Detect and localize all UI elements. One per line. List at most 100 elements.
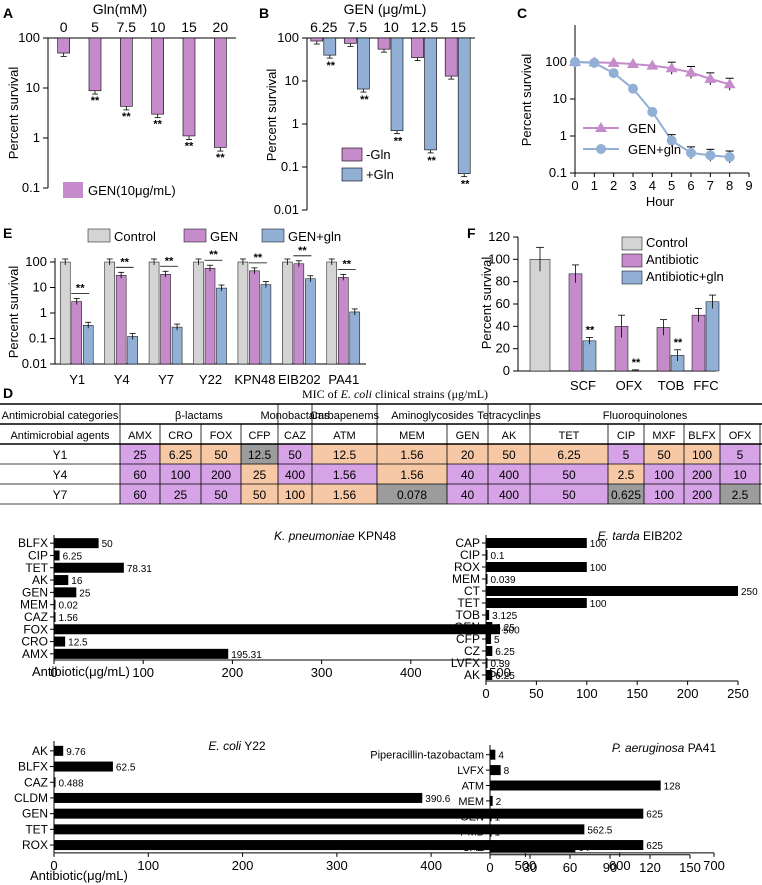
table-cell-bg: [720, 464, 760, 484]
panel-c-xtick-label: 7: [707, 178, 714, 193]
d2-data-label: 5: [494, 635, 500, 646]
table-agent-header: BLFX: [688, 430, 716, 442]
panel-e-legend-3: GEN+gln: [288, 229, 341, 244]
table-cell-bg: [530, 444, 608, 464]
d2-data-label: 100: [590, 539, 607, 550]
table-cell-bg: [488, 464, 530, 484]
table-cell: 50: [214, 488, 228, 502]
d3-xtick-label: 100: [137, 858, 159, 873]
panel-a-bar: [57, 37, 70, 54]
panel-a-category-label: 7.5: [117, 19, 137, 35]
d2-category-label: TOB: [456, 608, 480, 622]
d1-data-label: 12.5: [68, 638, 88, 649]
panel-f-category-label: OFX: [616, 378, 643, 393]
d1-data-label: 50: [102, 539, 114, 550]
table-cell-bg: [377, 464, 447, 484]
table-agent-header: AMX: [128, 430, 153, 442]
d4-bar: [490, 826, 492, 837]
panel-letter-a: A: [3, 5, 13, 21]
d4-data-label: 1: [495, 828, 501, 839]
d3-category-label: GEN: [22, 807, 48, 821]
d2-category-label: TET: [457, 596, 480, 610]
panel-c-point-circle: [589, 57, 600, 68]
d2-category-label: CZ: [464, 644, 480, 658]
table-cell-bg: [720, 484, 760, 504]
table-cell-bg: [488, 484, 530, 504]
panel-c-point-triangle: [685, 66, 697, 77]
panel-e-bar: [349, 311, 361, 365]
d1-xtick-label: 200: [222, 665, 244, 680]
d2-category-label: CFP: [456, 632, 480, 646]
panel-b-legend-2: +Gln: [366, 167, 394, 182]
panel-a-bar: [214, 37, 227, 148]
d2-bar: [486, 658, 488, 668]
d2-data-label: 6.25: [495, 671, 515, 682]
table-cell: 100: [654, 488, 674, 502]
table-cell: 1.56: [400, 448, 424, 462]
table-cell: 400: [499, 468, 519, 482]
table-cell-bg: [312, 484, 377, 504]
d3-category-label: AK: [32, 744, 48, 758]
panel-letter-f: F: [467, 225, 476, 241]
d2-category-label: CIP: [460, 548, 480, 562]
panel-e-bar: [305, 278, 316, 365]
panel-letter-b: B: [259, 5, 269, 21]
d2-category-label: AK: [464, 668, 480, 682]
table-cell: 10: [733, 468, 747, 482]
d3-category-label: CLDM: [14, 791, 48, 805]
panel-f-significance: **: [632, 357, 641, 369]
table-cell: 40: [461, 468, 475, 482]
table-cell: 50: [502, 448, 516, 462]
d1-xtick-label: 500: [489, 665, 511, 680]
panel-e-bar: [127, 336, 138, 365]
panel-e-significance: **: [298, 245, 307, 257]
table-agent-header: ATM: [333, 430, 355, 442]
d2-xtick-label: 0: [482, 686, 489, 701]
table-agent-header: TET: [559, 430, 580, 442]
d4-bar: [490, 780, 661, 791]
panel-letter-e: E: [3, 225, 12, 241]
panel-c-point-circle: [608, 68, 619, 79]
panel-c-point-circle: [666, 135, 677, 146]
panel-b-legend-1: -Gln: [366, 147, 391, 162]
table-cell-bg: [644, 484, 684, 504]
d3-data-label: 62.5: [116, 763, 136, 774]
panel-c-point-circle: [628, 83, 638, 94]
d1-category-label: GEN: [22, 585, 48, 599]
d1-data-label: 78.31: [127, 564, 152, 575]
panel-b-bar: [344, 37, 357, 44]
d1-data-label: 6.25: [63, 551, 83, 562]
table-agent-header: OFX: [729, 430, 752, 442]
panel-b-legend-swatch: [341, 147, 363, 162]
d3-data-label: 390.6: [425, 794, 450, 805]
panel-b-bar: [357, 37, 370, 90]
table-cell-bg: [644, 444, 684, 464]
d2-category-label: ROX: [454, 560, 480, 574]
panel-a-bar: [88, 37, 102, 92]
panel-e-bar: [204, 267, 216, 365]
table-cell: 60: [133, 468, 147, 482]
panel-c-xtick-label: 4: [649, 178, 656, 193]
d2-category-label: GEN: [454, 620, 480, 634]
panel-e-bar: [82, 325, 94, 365]
d2-xtick-label: 150: [626, 686, 648, 701]
table-cell: 6.25: [557, 448, 581, 462]
panel-c-legend-1: GEN: [628, 121, 656, 136]
d2-category-label: CAP: [455, 536, 480, 550]
table-cell: 200: [692, 488, 712, 502]
panel-b-ylabel: Percent survival: [264, 69, 279, 162]
panel-c-point-triangle: [665, 62, 678, 73]
panel-f-legend-swatch: [621, 270, 643, 285]
panel-c-point-triangle: [723, 78, 736, 89]
panel-b-bar: [390, 37, 404, 131]
panel-e-bar: [237, 261, 249, 365]
table-cell-bg: [608, 484, 644, 504]
panel-c-point-circle: [724, 152, 735, 163]
d1-bar: [54, 648, 229, 659]
table-cell: 50: [657, 448, 671, 462]
panel-e-category-label: EIB202: [278, 372, 321, 387]
d1-bar: [54, 599, 56, 610]
panel-b-ytick-label: 0.01: [274, 202, 299, 217]
table-cell-bg: [608, 444, 644, 464]
panel-b-bar: [310, 37, 324, 42]
